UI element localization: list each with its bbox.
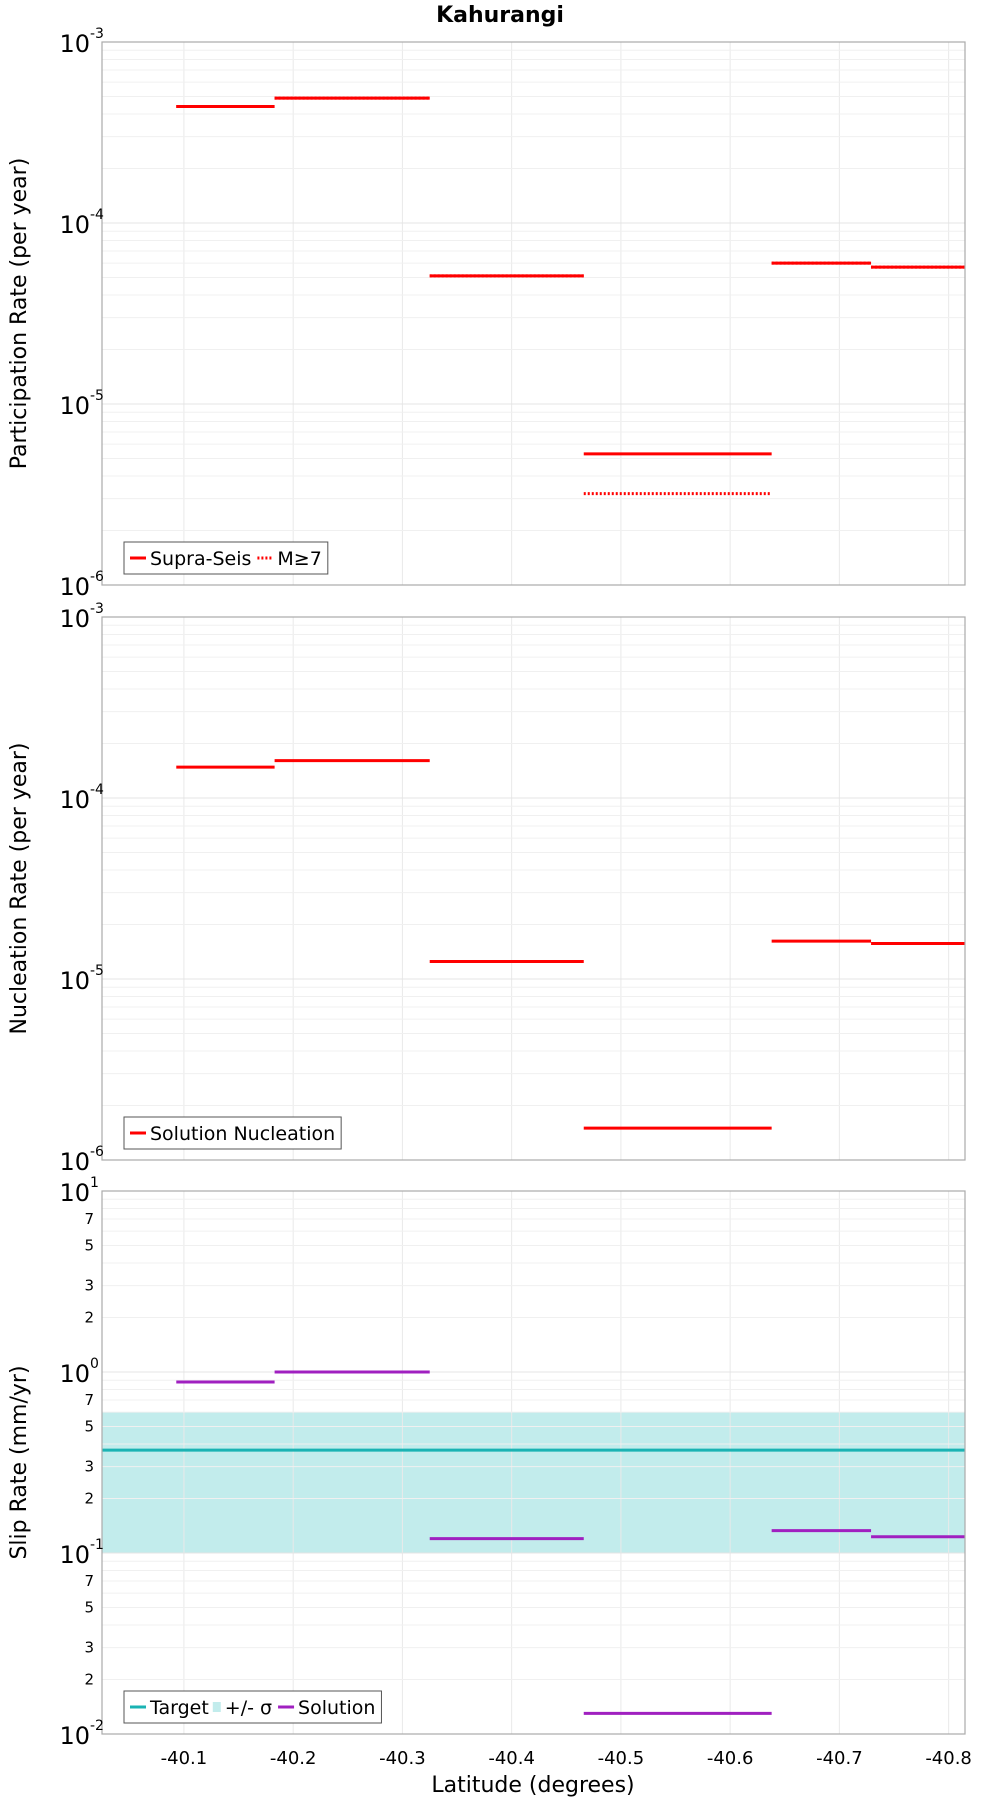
- y-tick-label: 10: [59, 1541, 90, 1569]
- legend-swatch: [212, 1702, 221, 1712]
- y-tick-exponent: -5: [90, 388, 104, 404]
- y-axis-label: Slip Rate (mm/yr): [7, 1365, 32, 1559]
- legend-box: [123, 541, 329, 575]
- x-tick-label: -40.6: [707, 1748, 754, 1769]
- chart-title: Kahurangi: [436, 3, 564, 28]
- y-axis-label: Participation Rate (per year): [7, 158, 32, 470]
- y-minor-tick-label: 3: [84, 1639, 94, 1657]
- legend-entry: M≥7: [277, 548, 321, 570]
- y-tick-exponent: -3: [90, 26, 104, 42]
- plot-frame: [101, 41, 966, 586]
- legend: Supra-Seis M≥7: [123, 541, 329, 575]
- legend-box: [123, 1690, 382, 1724]
- y-tick-label: 10: [59, 967, 90, 995]
- y-tick-exponent: -4: [90, 207, 104, 223]
- y-tick-label: 10: [59, 392, 90, 420]
- x-tick-label: -40.8: [925, 1748, 972, 1769]
- y-tick-label: 10: [59, 786, 90, 814]
- x-tick-label: -40.7: [816, 1748, 863, 1769]
- x-tick-label: -40.3: [379, 1748, 426, 1769]
- y-minor-tick-label: 3: [84, 1458, 94, 1476]
- y-tick-exponent: 0: [90, 1356, 99, 1372]
- y-tick-exponent: -4: [90, 782, 104, 798]
- y-tick-exponent: 1: [90, 1175, 99, 1191]
- legend: Solution Nucleation: [123, 1116, 342, 1150]
- y-minor-tick-label: 5: [84, 1598, 94, 1616]
- y-tick-label: 10: [59, 211, 90, 239]
- x-tick-label: -40.1: [161, 1748, 208, 1769]
- y-tick-label: 10: [59, 1148, 90, 1176]
- y-minor-tick-label: 7: [84, 1572, 94, 1590]
- y-tick-label: 10: [59, 605, 90, 633]
- y-tick-label: 10: [59, 1722, 90, 1750]
- x-tick-label: -40.4: [488, 1748, 535, 1769]
- y-tick-label: 10: [59, 573, 90, 601]
- y-minor-tick-label: 7: [84, 1210, 94, 1228]
- x-tick-label: -40.2: [270, 1748, 317, 1769]
- plot-frame: [101, 616, 966, 1161]
- y-minor-tick-label: 5: [84, 1236, 94, 1254]
- y-minor-tick-label: 2: [84, 1309, 94, 1327]
- y-tick-label: 10: [59, 30, 90, 58]
- legend-box: [123, 1116, 342, 1150]
- legend-entry: Supra-Seis: [150, 548, 251, 570]
- legend-entry: +/- σ: [225, 1697, 272, 1719]
- x-axis-label: Latitude (degrees): [431, 1773, 634, 1798]
- y-tick-label: 10: [59, 1179, 90, 1207]
- y-minor-tick-label: 3: [84, 1277, 94, 1295]
- y-tick-label: 10: [59, 1360, 90, 1388]
- y-minor-tick-label: 5: [84, 1417, 94, 1435]
- legend-entry: Solution: [298, 1697, 375, 1719]
- legend-entry: Solution Nucleation: [150, 1123, 335, 1145]
- y-minor-tick-label: 7: [84, 1391, 94, 1409]
- y-tick-exponent: -6: [90, 569, 104, 585]
- y-minor-tick-label: 2: [84, 1671, 94, 1689]
- y-tick-exponent: -5: [90, 963, 104, 979]
- y-tick-exponent: -3: [90, 601, 104, 617]
- y-axis-label: Nucleation Rate (per year): [7, 743, 32, 1035]
- legend-entry: Target: [149, 1697, 209, 1719]
- x-tick-label: -40.5: [598, 1748, 645, 1769]
- y-tick-exponent: -2: [90, 1718, 104, 1734]
- y-minor-tick-label: 2: [84, 1490, 94, 1508]
- legend: Target +/- σ Solution: [123, 1690, 382, 1724]
- plot-frame: [101, 1190, 966, 1735]
- y-tick-exponent: -1: [90, 1537, 104, 1553]
- y-tick-exponent: -6: [90, 1144, 104, 1160]
